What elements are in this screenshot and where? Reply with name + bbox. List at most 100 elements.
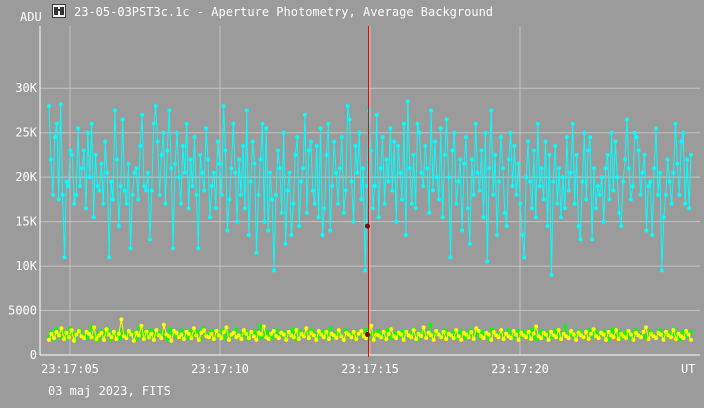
- data-point: [234, 327, 239, 332]
- data-point: [357, 130, 362, 135]
- data-point: [485, 259, 490, 264]
- data-point: [149, 331, 154, 336]
- binoculars-icon[interactable]: [52, 4, 66, 18]
- data-point: [229, 166, 234, 171]
- x-tick-label: 23:17:15: [341, 362, 399, 376]
- data-point: [272, 268, 276, 273]
- data-point: [252, 161, 257, 166]
- data-point: [576, 330, 581, 335]
- data-point: [254, 250, 259, 255]
- data-point: [639, 335, 643, 340]
- data-point: [339, 135, 344, 140]
- data-point: [321, 335, 326, 340]
- data-point: [464, 135, 468, 140]
- data-point: [469, 329, 474, 334]
- data-point: [93, 152, 98, 157]
- cursor-point: [365, 223, 370, 229]
- data-point: [253, 329, 258, 334]
- data-point: [452, 130, 457, 135]
- data-point: [165, 148, 170, 153]
- x-tick-label: 23:17:20: [491, 362, 549, 376]
- data-point: [562, 206, 567, 211]
- data-point: [364, 327, 369, 332]
- data-point: [603, 166, 608, 171]
- data-point: [673, 121, 678, 126]
- data-point: [244, 108, 249, 113]
- series-2: [47, 317, 693, 343]
- data-point: [625, 117, 629, 122]
- data-point: [122, 188, 127, 193]
- data-point: [236, 333, 241, 338]
- data-point: [606, 329, 611, 334]
- data-point: [54, 121, 59, 126]
- data-point: [97, 333, 101, 338]
- data-point: [677, 192, 682, 197]
- data-point: [48, 157, 53, 162]
- data-point: [434, 175, 439, 180]
- data-point: [537, 184, 542, 189]
- data-point: [66, 184, 71, 189]
- data-point: [384, 157, 389, 162]
- data-point: [650, 233, 655, 237]
- data-point: [400, 197, 404, 202]
- data-point: [251, 334, 256, 339]
- data-point: [615, 175, 620, 180]
- data-point: [644, 325, 648, 330]
- data-point: [72, 201, 77, 206]
- y-tick-label: 5000: [8, 304, 37, 318]
- data-point: [179, 332, 184, 337]
- data-point: [584, 197, 589, 202]
- data-point: [641, 329, 646, 334]
- data-point: [286, 329, 291, 334]
- data-point: [261, 324, 266, 329]
- data-point: [661, 215, 666, 220]
- data-point: [426, 330, 431, 335]
- data-point: [399, 332, 404, 337]
- data-point: [631, 337, 636, 342]
- data-point: [188, 157, 193, 162]
- data-point: [231, 121, 236, 126]
- data-point: [530, 206, 534, 211]
- data-point: [384, 337, 389, 341]
- data-point: [331, 333, 336, 338]
- data-point: [529, 337, 534, 341]
- data-point: [659, 332, 663, 337]
- data-point: [154, 328, 159, 333]
- data-point: [614, 328, 619, 333]
- data-point: [308, 139, 313, 144]
- data-point: [107, 332, 111, 337]
- data-point: [312, 201, 317, 206]
- data-point: [76, 126, 81, 131]
- data-point: [339, 334, 344, 339]
- data-point: [103, 139, 108, 144]
- data-point: [204, 126, 209, 131]
- data-point: [114, 337, 119, 341]
- data-point: [471, 192, 476, 197]
- data-point: [634, 135, 639, 140]
- data-point: [328, 326, 333, 331]
- data-point: [413, 206, 418, 211]
- data-point: [359, 197, 364, 202]
- data-point: [462, 161, 467, 166]
- data-point: [374, 112, 379, 117]
- data-point: [97, 188, 102, 193]
- data-point: [47, 104, 51, 108]
- data-point: [561, 331, 566, 336]
- data-point: [539, 166, 544, 171]
- data-point: [181, 337, 186, 341]
- data-point: [264, 126, 269, 131]
- data-point: [499, 328, 504, 333]
- data-point: [107, 255, 112, 260]
- data-point: [380, 135, 385, 140]
- data-point: [509, 336, 514, 341]
- data-point: [564, 135, 569, 140]
- data-point: [215, 139, 220, 144]
- data-point: [665, 157, 670, 162]
- data-point: [211, 337, 216, 341]
- data-point: [392, 139, 397, 144]
- data-point: [126, 329, 131, 333]
- data-point: [285, 188, 290, 193]
- data-point: [401, 337, 406, 342]
- cursor-layer[interactable]: [365, 26, 370, 357]
